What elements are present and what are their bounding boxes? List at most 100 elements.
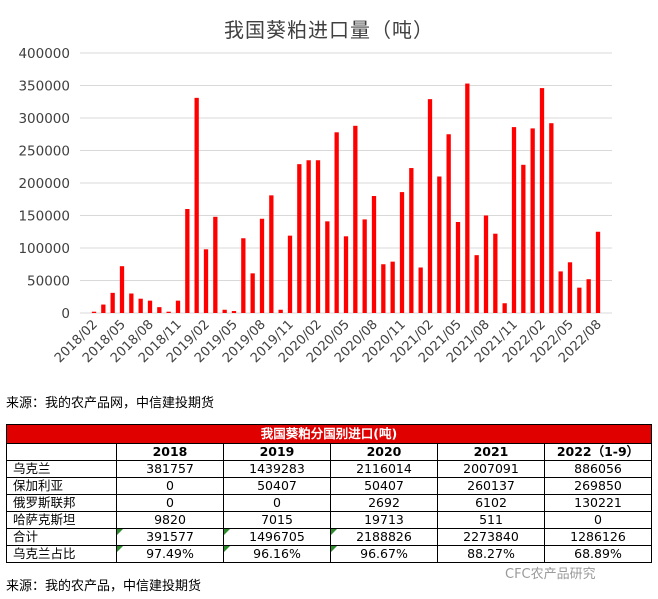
cell-marker bbox=[331, 529, 337, 535]
bar bbox=[157, 307, 162, 313]
table-cell: 96.67% bbox=[330, 545, 438, 563]
table-cell: 19713 bbox=[330, 511, 438, 529]
table-cell: 0 bbox=[544, 511, 652, 529]
bar bbox=[474, 255, 479, 313]
table-cell: 0 bbox=[223, 494, 331, 512]
bar bbox=[353, 125, 358, 313]
table-cell: 50407 bbox=[330, 477, 438, 495]
y-tick-label: 250000 bbox=[18, 144, 70, 160]
chart-area: 0 50000 100000 150000 200000 250000 300000 3500… bbox=[18, 18, 612, 366]
bar bbox=[203, 249, 209, 313]
wechat-watermark: CFC农产品研究 bbox=[505, 567, 596, 582]
bar bbox=[297, 164, 302, 313]
table-row: 乌克兰 381757 1439283 2116014 2007091 886056 bbox=[6, 460, 652, 478]
table-cell: 2007091 bbox=[437, 460, 545, 478]
cell-marker bbox=[224, 529, 230, 535]
table-cell: 97.49% bbox=[116, 545, 224, 563]
table-cell: 511 bbox=[437, 511, 545, 529]
table-row-label: 保加利亚 bbox=[6, 477, 117, 495]
bar bbox=[371, 196, 377, 313]
table-header-cell bbox=[6, 443, 117, 461]
bar bbox=[567, 262, 573, 313]
bar bbox=[595, 231, 601, 313]
bar bbox=[521, 164, 526, 313]
table-row-label: 俄罗斯联邦 bbox=[6, 494, 117, 512]
bar bbox=[287, 235, 293, 313]
bar bbox=[194, 97, 199, 313]
bar bbox=[269, 195, 274, 313]
bar bbox=[334, 132, 339, 313]
table-cell: 68.89% bbox=[544, 545, 652, 563]
table-row: 合计 391577 1496705 2188826 2273840 1286126 bbox=[6, 528, 652, 546]
bar bbox=[577, 287, 582, 313]
y-tick-label: 100000 bbox=[18, 241, 70, 257]
bar bbox=[409, 168, 414, 313]
y-tick-label: 0 bbox=[61, 306, 70, 322]
table-row: 俄罗斯联邦 0 0 2692 6102 130221 bbox=[6, 494, 652, 512]
bar bbox=[175, 300, 181, 313]
table-caption: 我国葵粕分国别进口(吨) bbox=[6, 424, 652, 444]
cell-marker bbox=[117, 546, 123, 552]
bar-chart: 0 50000 100000 150000 200000 250000 300000 3500… bbox=[18, 46, 612, 366]
y-tick-label: 50000 bbox=[27, 274, 70, 290]
cell-marker bbox=[331, 546, 337, 552]
table-cell: 0 bbox=[116, 477, 224, 495]
table-row-label: 乌克兰 bbox=[6, 460, 117, 478]
table-row-label: 乌克兰占比 bbox=[6, 545, 117, 563]
table-row: 哈萨克斯坦 9820 7015 19713 511 0 bbox=[6, 511, 652, 529]
y-tick-label: 350000 bbox=[18, 79, 70, 95]
table-cell: 50407 bbox=[223, 477, 331, 495]
bar bbox=[138, 298, 143, 313]
table-cell: 260137 bbox=[437, 477, 545, 495]
table-header-cell: 2021 bbox=[437, 443, 545, 461]
bar bbox=[259, 218, 265, 313]
table-row: 保加利亚 0 50407 50407 260137 269850 bbox=[6, 477, 652, 495]
bar bbox=[166, 311, 171, 313]
bar bbox=[250, 273, 255, 313]
table-cell: 2188826 bbox=[330, 528, 438, 546]
table-header-cell: 2020 bbox=[330, 443, 438, 461]
import-table: 我国葵粕分国别进口(吨) 2018 2019 2020 2021 2022（1-9） 乌… bbox=[6, 424, 652, 563]
bar bbox=[437, 176, 442, 313]
table-source: 来源：我的农产品，中信建投期货 bbox=[6, 579, 202, 594]
bar bbox=[91, 311, 97, 313]
table-cell: 0 bbox=[116, 494, 224, 512]
chart-title: 我国葵粕进口量（吨） bbox=[224, 18, 434, 42]
table-cell: 130221 bbox=[544, 494, 652, 512]
chart-source: 来源：我的农产品网，中信建投期货 bbox=[6, 396, 215, 411]
bar bbox=[446, 134, 451, 313]
bar bbox=[231, 311, 237, 313]
bar bbox=[343, 236, 349, 313]
bar bbox=[110, 292, 115, 313]
cell-marker bbox=[117, 529, 123, 535]
table-cell: 9820 bbox=[116, 511, 224, 529]
bar bbox=[502, 303, 507, 313]
table-cell: 886056 bbox=[544, 460, 652, 478]
bar bbox=[390, 261, 395, 313]
bar bbox=[185, 209, 190, 313]
bar bbox=[493, 233, 498, 313]
table-header-cell: 2019 bbox=[223, 443, 331, 461]
table-header-cell: 2018 bbox=[116, 443, 224, 461]
table-cell: 391577 bbox=[116, 528, 224, 546]
bar bbox=[549, 123, 554, 313]
bar bbox=[306, 160, 311, 313]
bar bbox=[399, 192, 405, 313]
table-cell: 2692 bbox=[330, 494, 438, 512]
table-cell: 1286126 bbox=[544, 528, 652, 546]
bar bbox=[119, 266, 125, 313]
bar bbox=[483, 215, 489, 313]
y-tick-label: 400000 bbox=[18, 46, 70, 62]
bar bbox=[213, 216, 218, 313]
table-cell: 2116014 bbox=[330, 460, 438, 478]
bar bbox=[381, 264, 386, 313]
table-header-cell: 2022（1-9） bbox=[544, 443, 652, 461]
table-row-label: 哈萨克斯坦 bbox=[6, 511, 117, 529]
bar bbox=[511, 127, 517, 313]
bar bbox=[539, 88, 545, 313]
bar bbox=[325, 221, 330, 313]
y-tick-label: 300000 bbox=[18, 111, 70, 127]
table-cell: 2273840 bbox=[437, 528, 545, 546]
table-cell: 96.16% bbox=[223, 545, 331, 563]
table-cell: 1496705 bbox=[223, 528, 331, 546]
